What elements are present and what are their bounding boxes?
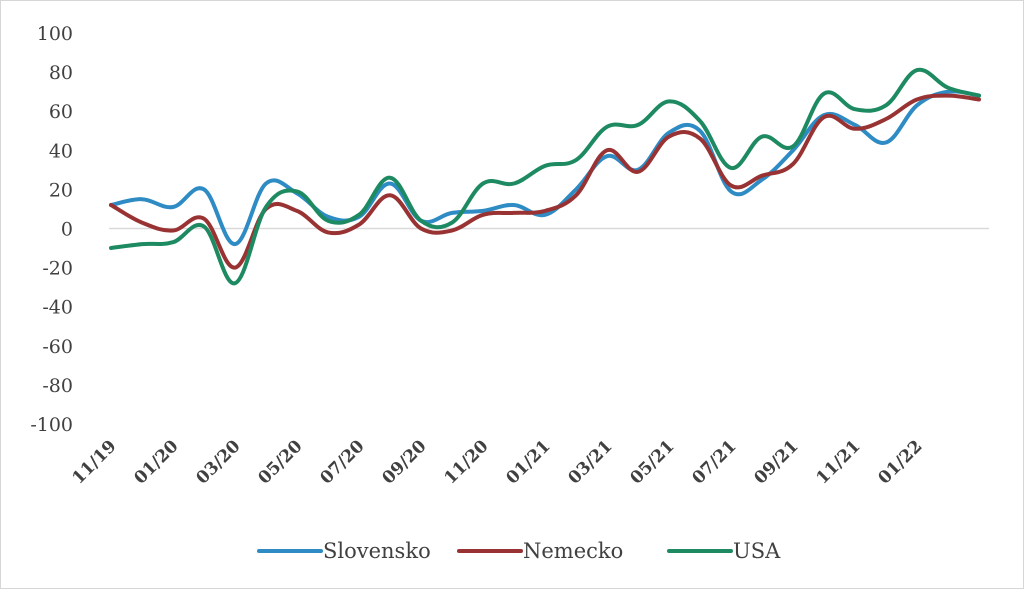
series-line-nemecko [109, 93, 981, 270]
y-tick-label: -80 [42, 375, 73, 397]
y-tick-label: -20 [42, 258, 73, 280]
x-axis: 11/19 01/20 03/20 05/20 07/20 09/20 11/20 01/21… [69, 436, 927, 488]
series-line-usa [109, 67, 981, 286]
x-tick-label: 01/22 [875, 436, 927, 488]
y-tick-label: 40 [49, 140, 73, 162]
y-tick-label: 0 [61, 219, 73, 241]
x-tick-label: 09/21 [751, 436, 803, 488]
legend-item-usa: USA [667, 539, 781, 563]
x-tick-label: 07/21 [689, 436, 741, 488]
x-tick-label: 03/20 [193, 436, 245, 488]
x-tick-label: 05/21 [627, 436, 679, 488]
x-tick-label: 09/20 [379, 436, 431, 488]
y-tick-label: 100 [37, 23, 73, 45]
y-axis: 100 80 60 40 20 0 -20 -40 -60 -80 -100 [30, 23, 73, 436]
y-tick-label: -100 [30, 414, 73, 436]
legend-item-slovensko: Slovensko [257, 539, 431, 563]
legend-label: Nemecko [523, 539, 623, 563]
x-tick-label: 05/20 [255, 436, 307, 488]
x-tick-label: 11/21 [813, 436, 865, 488]
y-tick-label: 20 [49, 179, 73, 201]
x-tick-label: 01/21 [503, 436, 555, 488]
legend-item-nemecko: Nemecko [457, 539, 623, 563]
y-tick-label: -60 [42, 336, 73, 358]
legend-label: USA [733, 539, 781, 563]
legend: Slovensko Nemecko USA [257, 539, 781, 563]
x-tick-label: 07/20 [317, 436, 369, 488]
y-tick-label: -40 [42, 297, 73, 319]
y-tick-label: 60 [49, 101, 73, 123]
x-tick-label: 03/21 [565, 436, 617, 488]
x-tick-label: 11/19 [69, 436, 121, 488]
legend-label: Slovensko [323, 539, 431, 563]
x-tick-label: 01/20 [131, 436, 183, 488]
series-layer [109, 67, 981, 286]
x-tick-label: 11/20 [441, 436, 493, 488]
y-tick-label: 80 [49, 62, 73, 84]
